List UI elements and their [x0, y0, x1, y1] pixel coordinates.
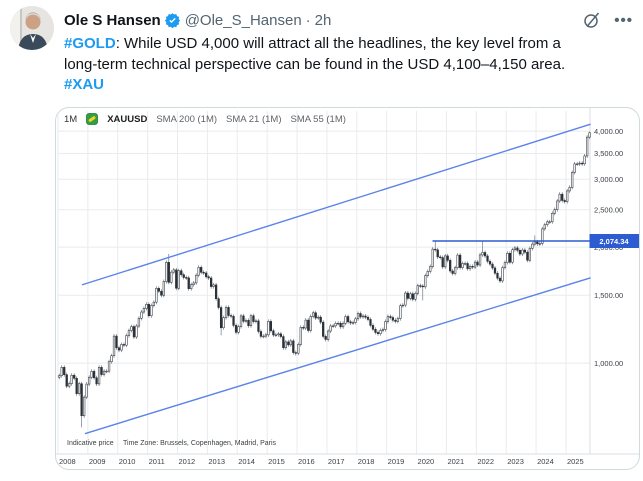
tweet-text-segment: long-term technical perspective can be f…: [64, 55, 566, 73]
price-marker-badge: [589, 234, 639, 249]
indicator-sma200: SMA 200 (1M): [156, 113, 218, 125]
tweet-text: #GOLD: While USD 4,000 will attract all …: [64, 34, 637, 96]
y-axis-price-label: 2,500.00: [594, 205, 623, 214]
x-axis-year-label: 2014: [238, 457, 255, 466]
header-actions: •••: [583, 12, 633, 29]
price-chart: 2008 2009 2010 2011 2012 2013 2014 2015 2016 2017…: [56, 108, 639, 466]
x-axis-year-label: 2013: [208, 457, 225, 466]
x-axis-year-label: 2025: [567, 457, 584, 466]
chart-toolbar: 1M XAUUSD SMA 200 (1M) SMA 21 (1M) SMA 5…: [64, 113, 346, 125]
x-axis-year-label: 2012: [179, 457, 196, 466]
separator-dot: ·: [305, 11, 311, 29]
channel-trendline: [81, 123, 591, 286]
avatar[interactable]: [10, 6, 54, 50]
y-axis-price-label: 1,000.00: [594, 359, 623, 368]
x-axis-year-label: 2011: [149, 457, 165, 466]
tweet-header: Ole S Hansen @Ole_S_Hansen · 2h: [64, 10, 584, 30]
x-axis-year-label: 2024: [537, 457, 554, 466]
x-axis-year-label: 2020: [418, 457, 435, 466]
indicative-price-label: Indicative price: [67, 440, 114, 447]
chart-card: 1M XAUUSD SMA 200 (1M) SMA 21 (1M) SMA 5…: [55, 107, 640, 470]
y-axis-price-label: 1,500.00: [594, 291, 623, 300]
verified-badge-icon: [164, 12, 181, 29]
hashtag-link[interactable]: #XAU: [64, 76, 105, 93]
x-axis-year-label: 2016: [298, 457, 315, 466]
x-axis-year-label: 2022: [477, 457, 494, 466]
x-axis-year-label: 2017: [328, 457, 345, 466]
price-marker-value: 2,074.34: [599, 237, 629, 246]
x-axis-year-label: 2019: [388, 457, 405, 466]
x-axis-year-label: 2018: [358, 457, 375, 466]
gold-bar-icon: [86, 113, 99, 125]
y-axis-price-label: 3,500.00: [594, 149, 623, 158]
user-handle[interactable]: @Ole_S_Hansen: [184, 11, 302, 29]
avatar-photo: [10, 6, 54, 50]
indicator-sma55: SMA 55 (1M): [290, 113, 346, 125]
y-axis-price-label: 4,000.00: [594, 127, 623, 136]
x-axis-year-label: 2010: [119, 457, 136, 466]
x-axis-year-label: 2009: [89, 457, 106, 466]
y-axis-price-label: 3,000.00: [594, 175, 623, 184]
x-axis-year-label: 2021: [447, 457, 464, 466]
indicator-sma21: SMA 21 (1M): [226, 113, 282, 125]
display-name[interactable]: Ole S Hansen: [64, 11, 161, 29]
timestamp[interactable]: 2h: [314, 11, 332, 29]
timezone-label: Time Zone: Brussels, Copenhagen, Madrid,…: [123, 440, 277, 447]
tweet-text-segment: : While USD 4,000 will attract all the h…: [115, 35, 561, 52]
symbol-label: XAUUSD: [107, 113, 148, 125]
x-axis-year-label: 2023: [507, 457, 524, 466]
hashtag-link[interactable]: #GOLD: [64, 35, 116, 52]
grok-icon[interactable]: [583, 12, 600, 29]
tweet-line: #XAU: [64, 75, 637, 96]
more-menu-icon[interactable]: •••: [614, 11, 633, 29]
x-axis-year-label: 2008: [59, 457, 76, 466]
tweet-line: #GOLD: While USD 4,000 will attract all …: [64, 34, 637, 55]
channel-trendline: [84, 277, 591, 435]
x-axis-year-label: 2015: [268, 457, 285, 466]
tweet-line: long-term technical perspective can be f…: [64, 55, 637, 76]
timeframe-label: 1M: [64, 113, 78, 125]
